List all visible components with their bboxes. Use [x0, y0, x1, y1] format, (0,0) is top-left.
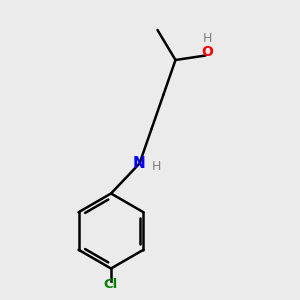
- Text: H: H: [202, 32, 212, 46]
- Text: H: H: [151, 160, 161, 173]
- Text: Cl: Cl: [104, 278, 118, 292]
- Text: N: N: [133, 156, 146, 171]
- Text: O: O: [201, 45, 213, 59]
